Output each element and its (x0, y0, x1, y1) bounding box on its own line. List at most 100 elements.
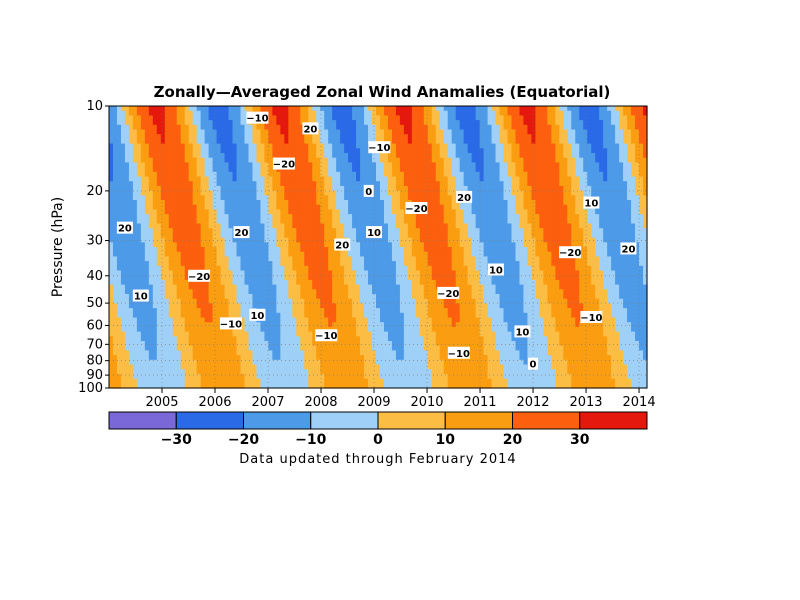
heatmap-cell (284, 350, 289, 356)
heatmap-cell (364, 312, 369, 319)
heatmap-cell (296, 270, 301, 276)
heatmap-cell (431, 143, 437, 149)
heatmap-cell (216, 373, 222, 380)
heatmap-cell (364, 345, 369, 351)
heatmap-cell (376, 214, 381, 220)
heatmap-cell (312, 326, 317, 333)
heatmap-cell (348, 190, 353, 196)
heatmap-cell (312, 289, 317, 295)
heatmap-cell (264, 237, 270, 243)
heatmap-cell (387, 331, 393, 337)
heatmap-cell (160, 261, 166, 267)
heatmap-cell (204, 364, 210, 370)
heatmap-cell (431, 378, 437, 384)
heatmap-cell (168, 176, 174, 182)
heatmap-cell (232, 364, 238, 370)
heatmap-cell (212, 204, 218, 210)
heatmap-cell (356, 317, 361, 323)
heatmap-cell (184, 378, 190, 384)
heatmap-cell (312, 228, 317, 234)
heatmap-cell (364, 298, 369, 304)
heatmap-cell (332, 120, 337, 126)
heatmap-cell (308, 331, 313, 337)
heatmap-cell (300, 200, 305, 206)
heatmap-cell (391, 317, 397, 323)
heatmap-cell (220, 270, 226, 276)
heatmap-cell (332, 261, 337, 267)
heatmap-cell (415, 232, 421, 239)
heatmap-cell (136, 350, 142, 356)
heatmap-cell (244, 129, 250, 135)
heatmap-cell (308, 308, 313, 314)
heatmap-cell (188, 138, 194, 145)
heatmap-cell (200, 373, 206, 380)
heatmap-cell (140, 129, 146, 135)
heatmap-cell (232, 162, 238, 168)
heatmap-cell (232, 341, 238, 347)
heatmap-cell (431, 228, 437, 234)
heatmap-cell (132, 378, 138, 384)
heatmap-cell (411, 336, 417, 342)
heatmap-cell (248, 214, 254, 220)
heatmap-cell (376, 195, 381, 201)
heatmap-cell (109, 341, 114, 347)
heatmap-cell (383, 181, 389, 187)
heatmap-cell (419, 190, 425, 196)
heatmap-cell (391, 373, 397, 380)
heatmap-cell (395, 355, 401, 361)
heatmap-cell (415, 247, 421, 253)
heatmap-cell (332, 279, 337, 286)
heatmap-cell (216, 350, 222, 356)
heatmap-cell (212, 185, 218, 192)
heatmap-cell (188, 345, 194, 351)
heatmap-cell (116, 331, 122, 337)
heatmap-cell (332, 185, 337, 192)
heatmap-cell (224, 209, 230, 215)
heatmap-cell (360, 115, 365, 121)
heatmap-cell (120, 298, 126, 304)
heatmap-cell (164, 251, 170, 257)
heatmap-cell (148, 115, 154, 121)
heatmap-cell (240, 106, 246, 112)
heatmap-cell (140, 303, 146, 309)
heatmap-cell (340, 373, 345, 380)
heatmap-cell (264, 176, 270, 182)
heatmap-cell (379, 345, 385, 351)
heatmap-cell (399, 298, 405, 304)
heatmap-cell (312, 200, 317, 206)
heatmap-cell (387, 124, 393, 131)
heatmap-cell (152, 228, 158, 234)
heatmap-cell (212, 256, 218, 262)
heatmap-cell (427, 242, 433, 248)
heatmap-cell (232, 134, 238, 140)
heatmap-cell (372, 185, 377, 192)
heatmap-cell (376, 251, 381, 257)
heatmap-cell (116, 308, 122, 314)
heatmap-cell (164, 289, 170, 295)
heatmap-cell (399, 256, 405, 262)
heatmap-cell (419, 176, 425, 182)
heatmap-cell (232, 279, 238, 286)
heatmap-cell (387, 237, 393, 243)
heatmap-cell (236, 247, 242, 253)
heatmap-cell (224, 115, 230, 121)
heatmap-cell (184, 326, 190, 333)
heatmap-cell (383, 359, 389, 366)
heatmap-cell (352, 355, 357, 361)
heatmap-cell (288, 153, 293, 159)
heatmap-cell (379, 294, 385, 300)
heatmap-cell (184, 110, 190, 116)
heatmap-cell (208, 247, 214, 253)
heatmap-cell (391, 247, 397, 253)
heatmap-cell (132, 218, 138, 225)
heatmap-cell (160, 341, 166, 347)
heatmap-cell (308, 359, 313, 366)
heatmap-cell (140, 247, 146, 253)
heatmap-cell (168, 115, 174, 121)
heatmap-cell (244, 369, 250, 375)
heatmap-cell (296, 153, 301, 159)
heatmap-cell (248, 124, 254, 131)
heatmap-cell (411, 331, 417, 337)
heatmap-cell (391, 308, 397, 314)
heatmap-cell (148, 289, 154, 295)
